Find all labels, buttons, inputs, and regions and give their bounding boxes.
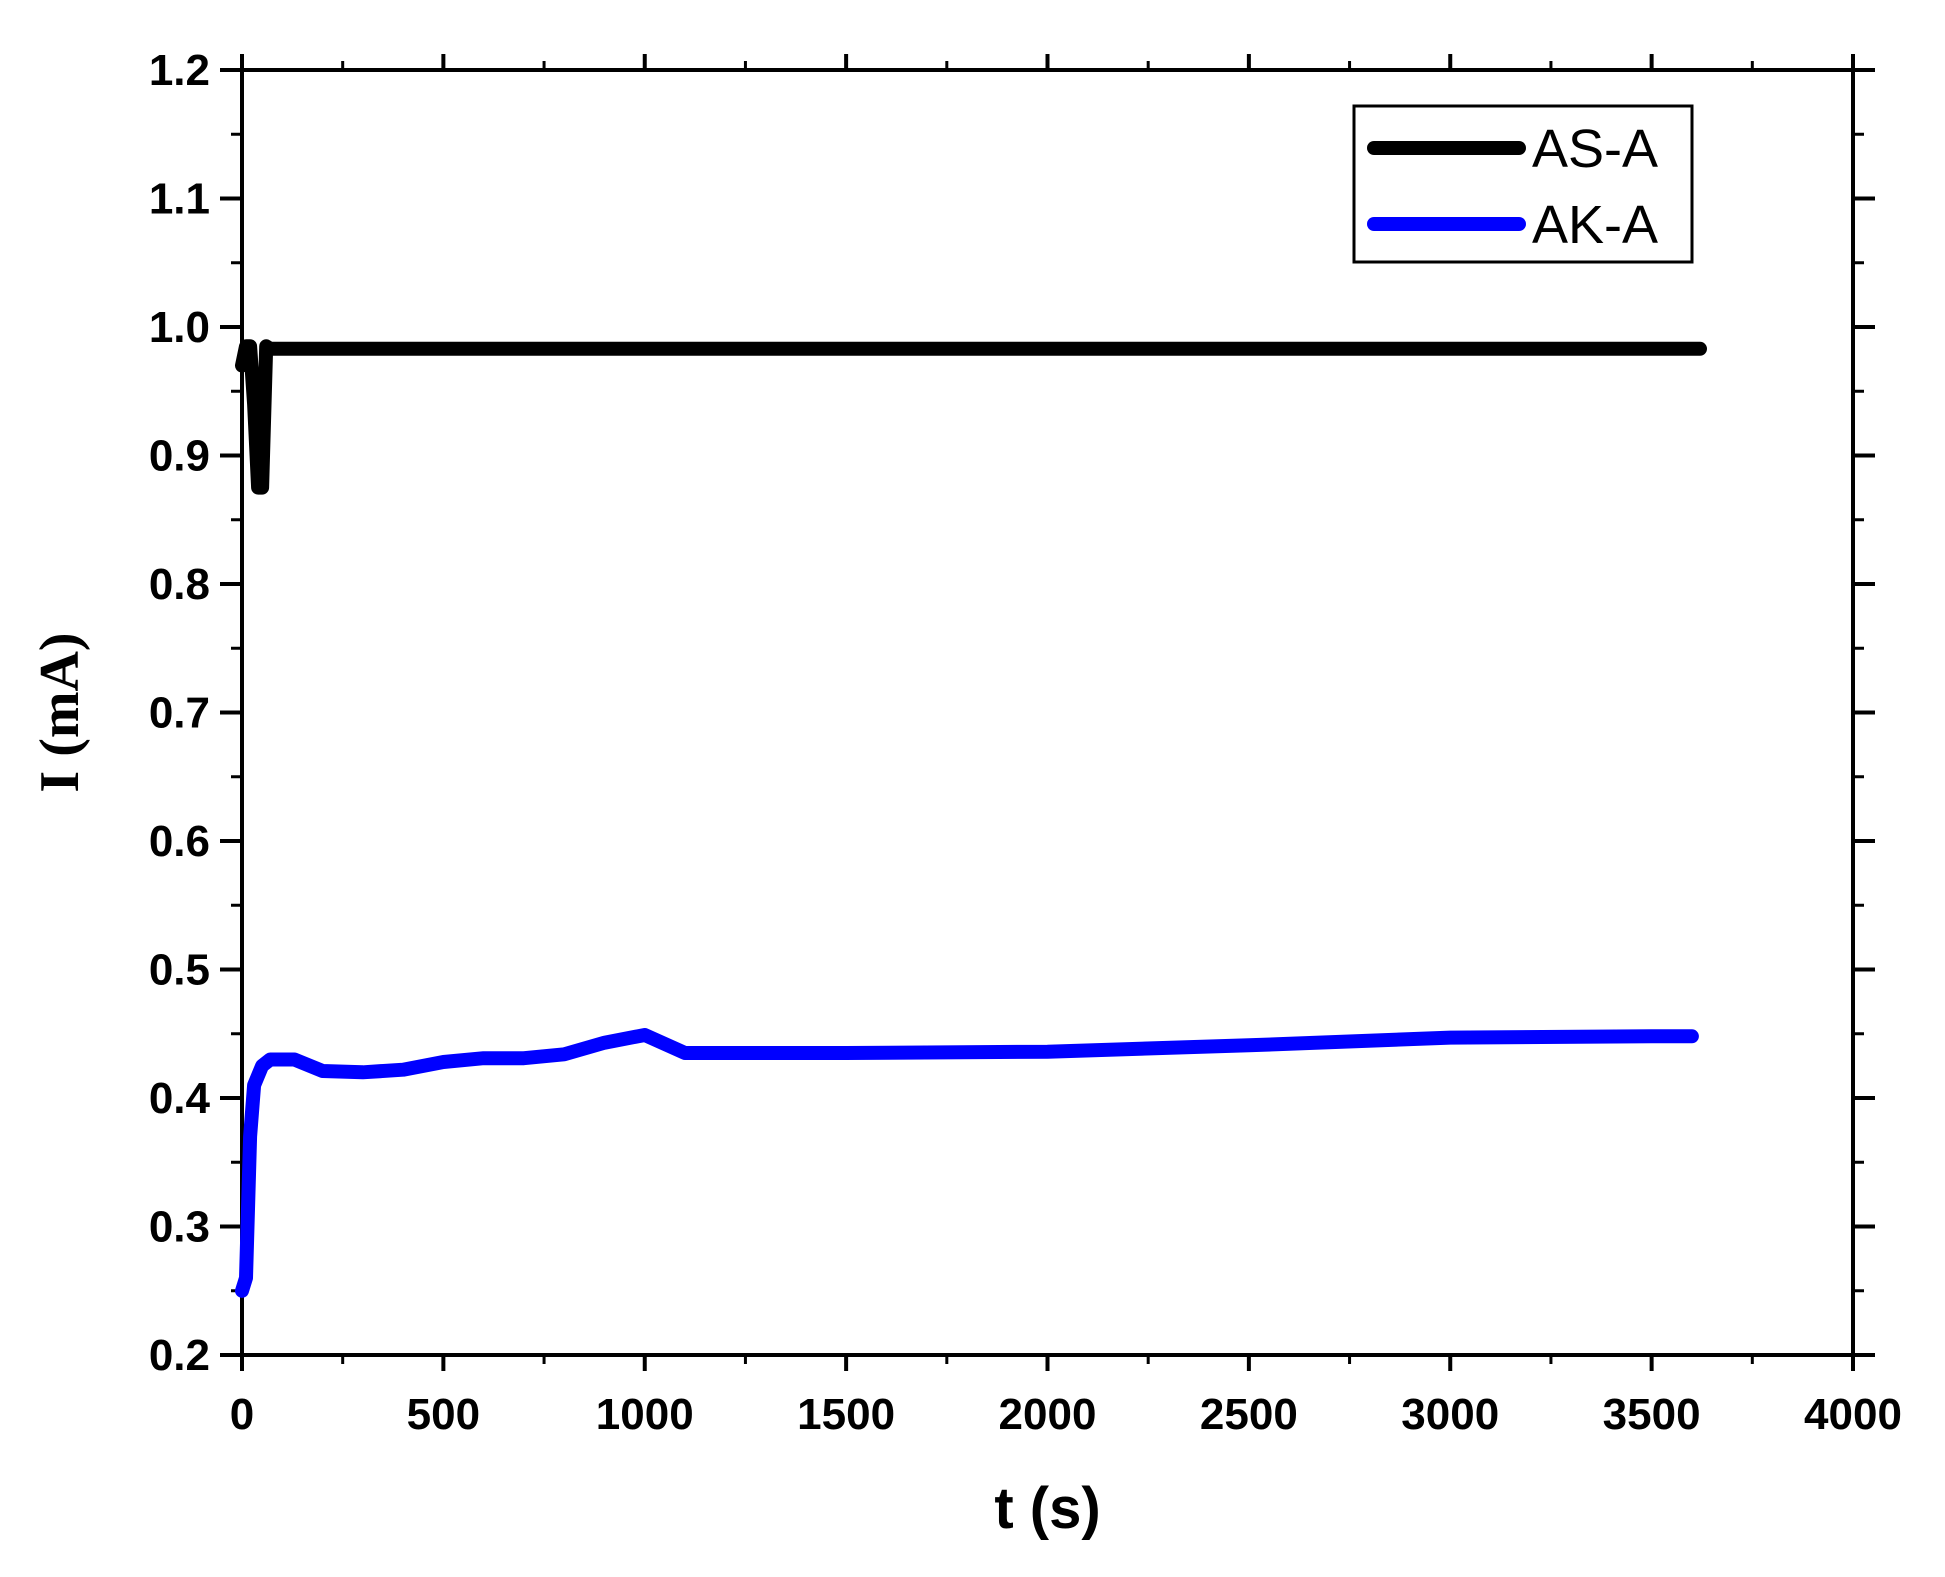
y-tick-label: 1.2	[149, 46, 210, 95]
y-tick-label: 0.6	[149, 817, 210, 866]
x-tick-label: 2000	[999, 1390, 1097, 1439]
y-tick-label: 0.9	[149, 432, 210, 481]
x-tick-label: 1000	[596, 1390, 694, 1439]
x-tick-label: 3000	[1401, 1390, 1499, 1439]
x-tick-label: 1500	[797, 1390, 895, 1439]
x-axis-title: t (s)	[994, 1476, 1100, 1541]
y-axis: 0.2 0.3 0.4 0.5 0.6 0.7 0.8 0.9 1.0 1.1 1.2	[149, 46, 1875, 1380]
y-axis-title: I (mA)	[29, 632, 91, 792]
y-tick-label: 0.8	[149, 560, 210, 609]
legend-label: AK-A	[1532, 195, 1658, 255]
y-tick-label: 0.2	[149, 1331, 210, 1380]
x-tick-label: 3500	[1603, 1390, 1701, 1439]
y-tick-label: 0.4	[149, 1074, 211, 1123]
legend-box	[1352, 104, 1694, 264]
x-tick-label: 0	[230, 1390, 254, 1439]
x-tick-label: 500	[407, 1390, 480, 1439]
legend: AS-A AK-A	[1352, 104, 1694, 264]
x-tick-label: 4000	[1804, 1390, 1902, 1439]
series-line-ak-a	[235, 1028, 1699, 1298]
y-tick-label: 0.3	[149, 1203, 210, 1252]
legend-label: AS-A	[1532, 119, 1658, 179]
series-layer	[235, 339, 1707, 1298]
series-line-as-a	[235, 339, 1707, 495]
y-tick-label: 0.7	[149, 689, 210, 738]
y-tick-label: 0.5	[149, 946, 210, 995]
x-axis: 0 500 1000 1500 2000 2500 3000 3500 4000	[230, 54, 1902, 1439]
y-tick-label: 1.1	[149, 175, 210, 224]
x-tick-label: 2500	[1200, 1390, 1298, 1439]
y-tick-label: 1.0	[149, 303, 210, 352]
